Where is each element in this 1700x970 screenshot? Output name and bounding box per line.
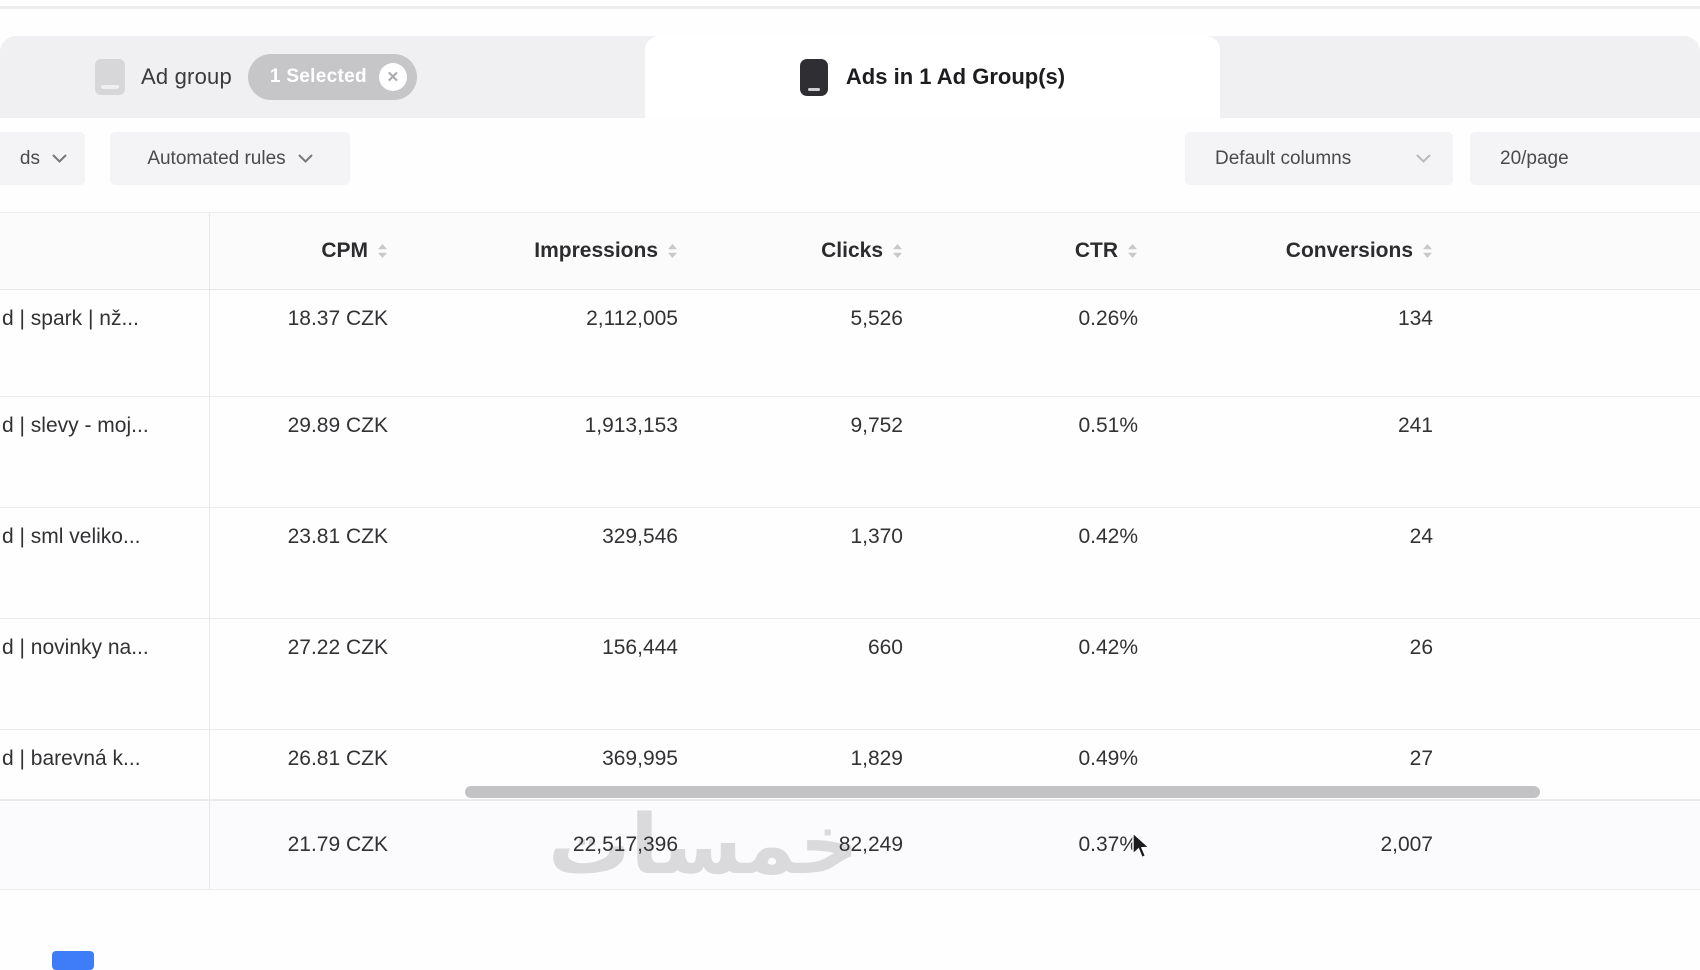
cell-ctr: 0.42%	[1078, 525, 1138, 548]
cell-conversions: 241	[1397, 414, 1433, 437]
cell-cpm: 27.22 CZK	[287, 636, 388, 659]
total-cpm: 21.79 CZK	[287, 833, 388, 856]
top-divider	[0, 6, 1700, 9]
tab-ads[interactable]: Ads in 1 Ad Group(s)	[645, 36, 1220, 118]
header-label-ctr: CTR	[1074, 239, 1118, 262]
clear-selection-icon[interactable]: ✕	[378, 63, 407, 91]
ads-icon	[799, 58, 828, 96]
selected-badge[interactable]: 1 Selected ✕	[247, 54, 417, 100]
sort-icon	[668, 244, 677, 258]
cell-cpm: 18.37 CZK	[287, 307, 388, 330]
total-clicks: 82,249	[838, 833, 903, 856]
totals-row: 21.79 CZK 22,517,396 82,249 0.37% 2,007	[0, 800, 1700, 890]
cell-conversions: 26	[1409, 636, 1433, 659]
chevron-down-icon	[298, 154, 313, 163]
chevron-down-icon	[52, 154, 67, 163]
cell-impressions: 156,444	[602, 636, 678, 659]
header-label-cpm: CPM	[321, 239, 368, 262]
cell-cpm: 26.81 CZK	[287, 747, 388, 770]
sort-icon	[1128, 244, 1137, 258]
header-conversions[interactable]: Conversions	[1150, 213, 1445, 289]
cell-impressions: 2,112,005	[586, 307, 678, 330]
cell-clicks: 1,829	[850, 747, 903, 770]
horizontal-scrollbar[interactable]	[465, 786, 1540, 798]
cutoff-dropdown-label: ds	[19, 147, 40, 169]
header-ctr[interactable]: CTR	[915, 213, 1150, 289]
ad-name-cell[interactable]: d | sml veliko...	[0, 508, 210, 618]
tab-ad-group[interactable]: Ad group 1 Selected ✕	[95, 36, 417, 118]
cell-ctr: 0.42%	[1078, 636, 1138, 659]
cell-ctr: 0.26%	[1078, 307, 1138, 330]
page-size-dropdown[interactable]: 20/page	[1470, 132, 1700, 185]
chevron-down-icon	[1416, 154, 1431, 163]
entity-tab-strip: Ad group 1 Selected ✕ Ads in 1 Ad Group(…	[0, 36, 1700, 118]
selected-badge-label: 1 Selected	[269, 66, 367, 87]
automated-rules-button[interactable]: Automated rules	[110, 132, 350, 185]
cell-impressions: 329,546	[602, 525, 678, 548]
header-clicks[interactable]: Clicks	[690, 213, 915, 289]
cell-clicks: 1,370	[850, 525, 903, 548]
totals-name-cell	[0, 801, 210, 889]
ad-name-cell[interactable]: d | novinky na...	[0, 619, 210, 729]
sort-icon	[893, 244, 902, 258]
sort-icon	[378, 244, 387, 258]
default-columns-dropdown[interactable]: Default columns	[1185, 132, 1453, 185]
cell-impressions: 1,913,153	[584, 414, 678, 437]
automated-rules-label: Automated rules	[147, 147, 286, 169]
cell-clicks: 9,752	[850, 414, 903, 437]
cell-clicks: 660	[867, 636, 903, 659]
tab-ads-label: Ads in 1 Ad Group(s)	[845, 64, 1066, 89]
cell-cpm: 29.89 CZK	[287, 414, 388, 437]
default-columns-label: Default columns	[1215, 147, 1352, 169]
cutoff-dropdown-button[interactable]: ds	[0, 132, 85, 185]
table-row: d | barevná k... 26.81 CZK 369,995 1,829 0.4…	[0, 730, 1700, 800]
table-row: d | spark | nž... 18.37 CZK 2,112,005 5,526…	[0, 290, 1700, 397]
header-impressions[interactable]: Impressions	[400, 213, 690, 289]
header-label-conversions: Conversions	[1285, 239, 1413, 262]
header-label-clicks: Clicks	[821, 239, 883, 262]
ad-name-cell[interactable]: d | slevy - moj...	[0, 397, 210, 507]
header-ad-name	[0, 213, 210, 289]
cell-conversions: 24	[1409, 525, 1433, 548]
cell-ctr: 0.51%	[1078, 414, 1138, 437]
cell-conversions: 27	[1409, 747, 1433, 770]
table-body: d | spark | nž... 18.37 CZK 2,112,005 5,526…	[0, 290, 1700, 800]
total-conversions: 2,007	[1380, 833, 1433, 856]
page-size-label: 20/page	[1500, 147, 1569, 169]
ad-name-cell[interactable]: d | spark | nž...	[0, 290, 210, 396]
cell-impressions: 369,995	[602, 747, 678, 770]
ad-name-cell[interactable]: d | barevná k...	[0, 730, 210, 799]
cell-clicks: 5,526	[850, 307, 903, 330]
table-row: d | slevy - moj... 29.89 CZK 1,913,153 9,75…	[0, 397, 1700, 508]
cell-conversions: 134	[1397, 307, 1433, 330]
sort-icon	[1423, 244, 1432, 258]
header-label-impressions: Impressions	[534, 239, 658, 262]
header-cpm[interactable]: CPM	[210, 213, 400, 289]
cell-cpm: 23.81 CZK	[287, 525, 388, 548]
bottom-left-partial-element	[52, 951, 94, 970]
total-impressions: 22,517,396	[572, 833, 678, 856]
table-row: d | novinky na... 27.22 CZK 156,444 660 0.42…	[0, 619, 1700, 730]
table-header-row: CPM Impressions Clicks CTR Conversions	[0, 212, 1700, 290]
tab-ad-group-label: Ad group	[141, 64, 232, 89]
ad-group-icon	[95, 59, 125, 95]
table-row: d | sml veliko... 23.81 CZK 329,546 1,370 0.…	[0, 508, 1700, 619]
total-ctr: 0.37%	[1078, 833, 1138, 856]
cell-ctr: 0.49%	[1078, 747, 1138, 770]
